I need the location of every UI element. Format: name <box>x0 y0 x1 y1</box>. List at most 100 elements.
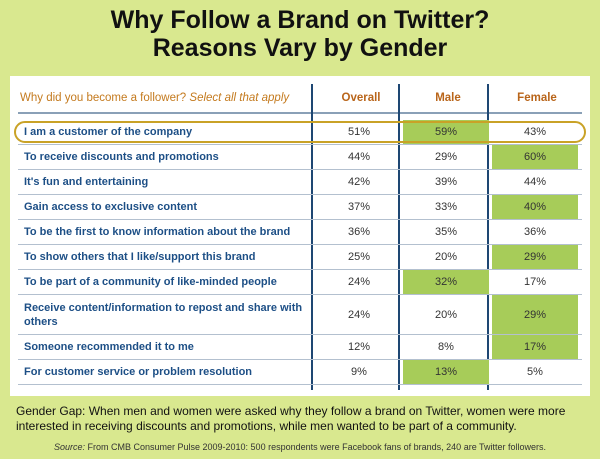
cell-value: 20% <box>434 251 458 263</box>
row-divider <box>18 194 582 195</box>
cell-value: 12% <box>347 341 371 353</box>
column-header-female: Female <box>517 92 557 104</box>
table-row: To be the first to know information abou… <box>18 220 582 245</box>
title-line-1: Why Follow a Brand on Twitter? <box>110 6 490 34</box>
cell-female: 5% <box>492 360 578 384</box>
question-suffix: Select all that apply <box>189 92 290 104</box>
cell-value: 13% <box>434 366 458 378</box>
row-label: Receive content/information to repost an… <box>24 301 303 328</box>
cell-value: 5% <box>527 366 543 378</box>
row-label: Gain access to exclusive content <box>24 201 198 213</box>
cell-overall: 24% <box>316 270 402 294</box>
cell-male: 20% <box>403 245 489 269</box>
cell-value: 24% <box>347 276 371 288</box>
cell-value: 42% <box>347 176 371 188</box>
page-title: Why Follow a Brand on Twitter? Reasons V… <box>0 6 600 62</box>
cell-female: 43% <box>492 120 578 144</box>
row-divider <box>18 269 582 270</box>
cell-male: 32% <box>403 270 489 294</box>
column-divider <box>487 84 489 390</box>
survey-table: Why did you become a follower? Select al… <box>10 76 590 396</box>
cell-value: 25% <box>347 251 371 263</box>
cell-value: 29% <box>523 308 547 321</box>
cell-value: 40% <box>523 201 547 213</box>
cell-female: 44% <box>492 170 578 194</box>
title-line-2: Reasons Vary by Gender <box>152 34 448 62</box>
cell-female: 17% <box>492 335 578 359</box>
cell-value: 9% <box>351 366 367 378</box>
cell-value: 29% <box>523 251 547 263</box>
row-divider <box>18 144 582 145</box>
cell-overall: 9% <box>316 360 402 384</box>
cell-value: 17% <box>523 341 547 353</box>
cell-overall: 44% <box>316 145 402 169</box>
cell-overall: 42% <box>316 170 402 194</box>
cell-value: 44% <box>347 151 371 163</box>
cell-value: 60% <box>523 151 547 163</box>
row-label: For customer service or problem resoluti… <box>24 366 253 378</box>
cell-male: 59% <box>403 120 489 144</box>
cell-overall: 12% <box>316 335 402 359</box>
source-note: Source: From CMB Consumer Pulse 2009-201… <box>0 442 600 452</box>
table-row: Receive content/information to repost an… <box>18 295 582 335</box>
row-divider <box>18 334 582 335</box>
cell-value: 37% <box>347 201 371 213</box>
column-divider <box>398 84 400 390</box>
source-label: Source: <box>53 442 85 452</box>
cell-female: 36% <box>492 220 578 244</box>
table-row: Gain access to exclusive content 37% 33% 40… <box>18 195 582 220</box>
table-row: To show others that I like/support this … <box>18 245 582 270</box>
question-prefix: Why did you become a follower? <box>20 92 187 104</box>
cell-value: 24% <box>347 308 371 321</box>
cell-female: 29% <box>492 245 578 269</box>
row-label: To receive discounts and promotions <box>24 151 219 163</box>
table-row: I am a customer of the company 51% 59% 43% <box>18 120 582 145</box>
row-divider <box>18 219 582 220</box>
cell-female: 60% <box>492 145 578 169</box>
cell-value: 44% <box>523 176 547 188</box>
column-header-overall: Overall <box>341 92 381 104</box>
cell-overall: 37% <box>316 195 402 219</box>
cell-male: 8% <box>403 335 489 359</box>
highlight-oval <box>14 121 586 143</box>
table-row: For customer service or problem resoluti… <box>18 360 582 385</box>
cell-male: 35% <box>403 220 489 244</box>
table-row: It's fun and entertaining 42% 39% 44% <box>18 170 582 195</box>
row-divider <box>18 384 582 385</box>
header-divider <box>18 112 582 114</box>
row-label: To be the first to know information abou… <box>24 226 291 238</box>
row-divider <box>18 294 582 295</box>
cell-overall: 24% <box>316 295 402 334</box>
row-label: It's fun and entertaining <box>24 176 149 188</box>
cell-overall: 36% <box>316 220 402 244</box>
row-divider <box>18 359 582 360</box>
source-text: From CMB Consumer Pulse 2009-2010: 500 r… <box>87 442 547 452</box>
table-row: Someone recommended it to me 12% 8% 17% <box>18 335 582 360</box>
cell-female: 29% <box>492 295 578 334</box>
cell-overall: 25% <box>316 245 402 269</box>
cell-male: 20% <box>403 295 489 334</box>
cell-value: 17% <box>523 276 547 288</box>
question-header: Why did you become a follower? Select al… <box>20 86 289 110</box>
cell-value: 39% <box>434 176 458 188</box>
cell-male: 33% <box>403 195 489 219</box>
gender-gap-note: Gender Gap: When men and women were aske… <box>16 404 566 433</box>
cell-value: 59% <box>434 126 458 138</box>
table-row: To be part of a community of like-minded… <box>18 270 582 295</box>
cell-value: 35% <box>434 226 458 238</box>
cell-value: 36% <box>347 226 371 238</box>
row-divider <box>18 244 582 245</box>
column-divider <box>311 84 313 390</box>
row-label: To be part of a community of like-minded… <box>24 276 277 288</box>
cell-female: 40% <box>492 195 578 219</box>
cell-value: 51% <box>347 126 371 138</box>
cell-value: 32% <box>434 276 458 288</box>
cell-overall: 51% <box>316 120 402 144</box>
cell-male: 39% <box>403 170 489 194</box>
table-row: To receive discounts and promotions 44% 29… <box>18 145 582 170</box>
cell-value: 8% <box>438 341 454 353</box>
row-label: Someone recommended it to me <box>24 341 194 353</box>
cell-female: 17% <box>492 270 578 294</box>
row-label: To show others that I like/support this … <box>24 251 256 263</box>
cell-value: 43% <box>523 126 547 138</box>
